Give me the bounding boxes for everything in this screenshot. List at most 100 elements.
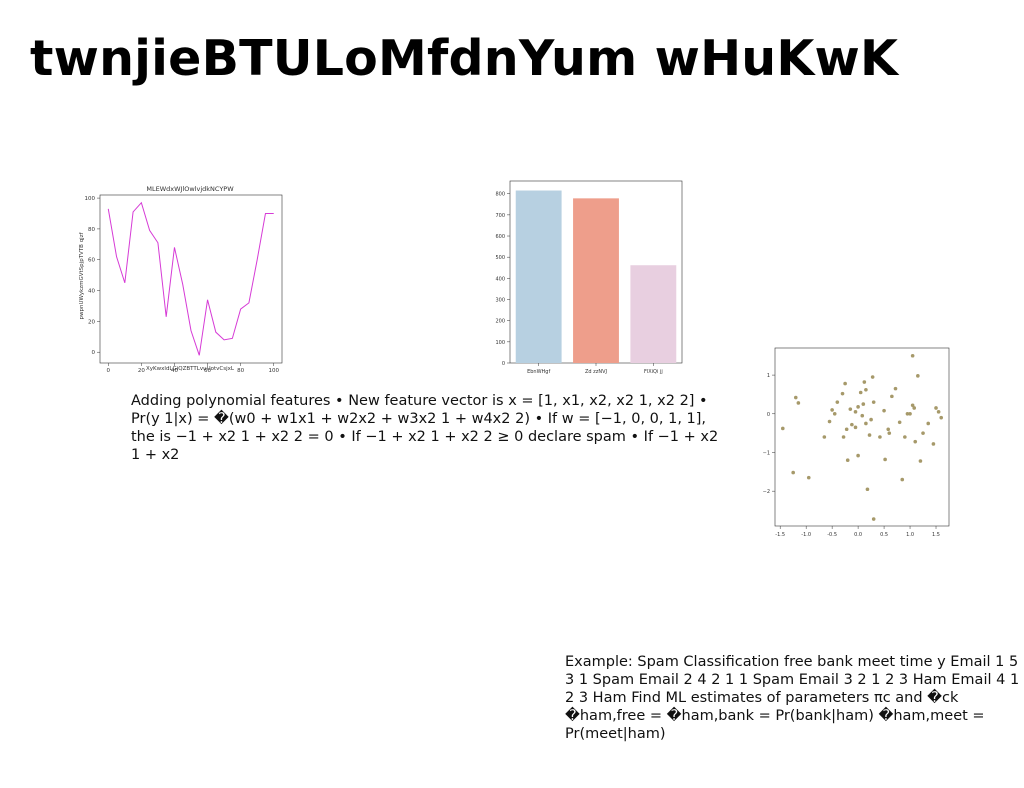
scatter-point bbox=[864, 421, 868, 426]
y-axis-label: pwpnUWykzmGVtSpjpTVTB qjzf bbox=[79, 231, 85, 319]
scatter-point bbox=[913, 439, 918, 444]
scatter-point bbox=[871, 517, 876, 521]
scatter-point bbox=[931, 442, 936, 446]
scatter-point bbox=[858, 390, 863, 395]
scatter-point bbox=[832, 411, 837, 416]
x-tick-label: FlXiQi jj bbox=[644, 369, 663, 375]
scatter-point bbox=[900, 477, 905, 482]
y-tick-label: 0 bbox=[92, 350, 96, 356]
scatter-point bbox=[903, 435, 907, 439]
x-tick-label: 1.5 bbox=[932, 532, 940, 538]
y-tick-label: −1 bbox=[763, 450, 770, 456]
x-tick-label: 100 bbox=[268, 368, 279, 374]
y-tick-label: 100 bbox=[495, 340, 505, 346]
x-tick-label: -0.5 bbox=[827, 532, 837, 538]
scatter-point bbox=[830, 408, 834, 412]
x-tick-label: 0.5 bbox=[880, 532, 888, 538]
y-tick-label: 80 bbox=[88, 227, 95, 233]
bar bbox=[515, 190, 562, 363]
scatter-point bbox=[910, 353, 915, 358]
x-tick-label: 1.0 bbox=[906, 532, 914, 538]
scatter-point bbox=[853, 425, 858, 430]
scatter-point bbox=[845, 458, 850, 463]
scatter-point bbox=[871, 400, 876, 404]
chart-title: MLEWdxWJlOwlvjdkNCYPW bbox=[146, 185, 234, 193]
series-line bbox=[107, 201, 274, 356]
scatter-point bbox=[890, 394, 894, 399]
body-paragraph-spam-example: Example: Spam Classification free bank m… bbox=[565, 654, 1020, 742]
x-axis-label: XyKwxldLGiQZBTTLvuUotvCsjxL bbox=[146, 366, 235, 372]
scatter-point bbox=[827, 419, 832, 424]
x-tick-label: EbnWHgf bbox=[527, 369, 550, 375]
y-tick-label: 800 bbox=[495, 192, 505, 198]
scatter-point bbox=[918, 459, 923, 463]
scatter-point bbox=[793, 395, 798, 400]
x-tick-label: 80 bbox=[237, 368, 244, 374]
scatter-point bbox=[861, 402, 866, 406]
scatter-point bbox=[853, 410, 858, 414]
scatter-point bbox=[878, 435, 882, 439]
scatter-chart: -1.5 -1.0 -0.5 0.0 0.5 1.0 1.5 −2 −1 0 1 bbox=[755, 340, 955, 545]
scatter-point bbox=[883, 457, 887, 462]
bar bbox=[573, 198, 619, 363]
scatter-point bbox=[856, 405, 860, 409]
scatter-point bbox=[843, 381, 847, 386]
scatter-point bbox=[835, 400, 840, 404]
scatter-point bbox=[856, 453, 860, 458]
bar-chart: 0 100 200 300 400 500 600 700 800 EbnWHgf Zd zzNVJ… bbox=[488, 175, 688, 380]
scatter-point bbox=[926, 421, 931, 426]
scatter-point bbox=[921, 431, 925, 435]
scatter-chart-svg: -1.5 -1.0 -0.5 0.0 0.5 1.0 1.5 −2 −1 0 1 bbox=[763, 347, 950, 538]
x-tick-label: 40 bbox=[171, 368, 178, 374]
y-tick-label: 500 bbox=[495, 255, 505, 261]
y-tick-label: 400 bbox=[495, 276, 505, 282]
scatter-point bbox=[912, 406, 916, 410]
scatter-point bbox=[908, 411, 912, 416]
line-chart-svg: MLEWdxWJlOwlvjdkNCYPW XyKwxldLGiQZBTTLvu… bbox=[79, 185, 283, 374]
y-tick-label: 0 bbox=[502, 361, 505, 367]
x-tick-label: -1.5 bbox=[775, 532, 785, 538]
scatter-point bbox=[893, 386, 898, 391]
x-tick-label: 20 bbox=[138, 368, 145, 374]
y-tick-label: 200 bbox=[495, 319, 505, 325]
scatter-point bbox=[844, 427, 849, 432]
y-tick-label: 60 bbox=[88, 258, 95, 264]
scatter-point bbox=[939, 415, 944, 420]
y-tick-label: 40 bbox=[88, 289, 95, 295]
x-tick-label: -1.0 bbox=[801, 532, 811, 538]
scatter-point bbox=[867, 433, 872, 437]
scatter-point bbox=[791, 470, 795, 475]
y-tick-label: 300 bbox=[495, 298, 505, 304]
bar-chart-svg: 0 100 200 300 400 500 600 700 800 EbnWHgf Zd zzNVJ… bbox=[495, 180, 683, 375]
scatter-point bbox=[934, 406, 938, 410]
scatter-point bbox=[796, 401, 801, 405]
scatter-point bbox=[886, 427, 891, 432]
y-tick-label: −2 bbox=[763, 489, 770, 495]
y-tick-label: 700 bbox=[495, 213, 505, 219]
scatter-point bbox=[916, 374, 920, 378]
scatter-point bbox=[910, 403, 915, 408]
scatter-point bbox=[806, 475, 811, 480]
scatter-point bbox=[936, 410, 941, 414]
x-tick-label: Zd zzNVJ bbox=[585, 369, 607, 375]
scatter-point bbox=[870, 375, 875, 379]
bar bbox=[630, 265, 677, 363]
scatter-point bbox=[862, 380, 867, 384]
y-tick-label: 600 bbox=[495, 234, 505, 240]
x-tick-label: 60 bbox=[204, 368, 211, 374]
scatter-point bbox=[841, 435, 846, 439]
scatter-point bbox=[840, 391, 845, 396]
plot-frame bbox=[99, 194, 283, 364]
y-tick-label: 1 bbox=[767, 373, 770, 379]
slide-title: twnjieBTULoMfdnYum wHuKwK bbox=[30, 30, 899, 87]
scatter-point bbox=[905, 411, 910, 416]
y-tick-label: 100 bbox=[85, 196, 96, 202]
scatter-point bbox=[865, 487, 870, 492]
line-chart: MLEWdxWJlOwlvjdkNCYPW XyKwxldLGiQZBTTLvu… bbox=[70, 180, 290, 380]
scatter-point bbox=[848, 407, 853, 411]
scatter-point bbox=[869, 417, 873, 422]
x-tick-label: 0 bbox=[107, 368, 111, 374]
scatter-point bbox=[780, 426, 785, 431]
y-tick-label: 0 bbox=[767, 412, 770, 418]
